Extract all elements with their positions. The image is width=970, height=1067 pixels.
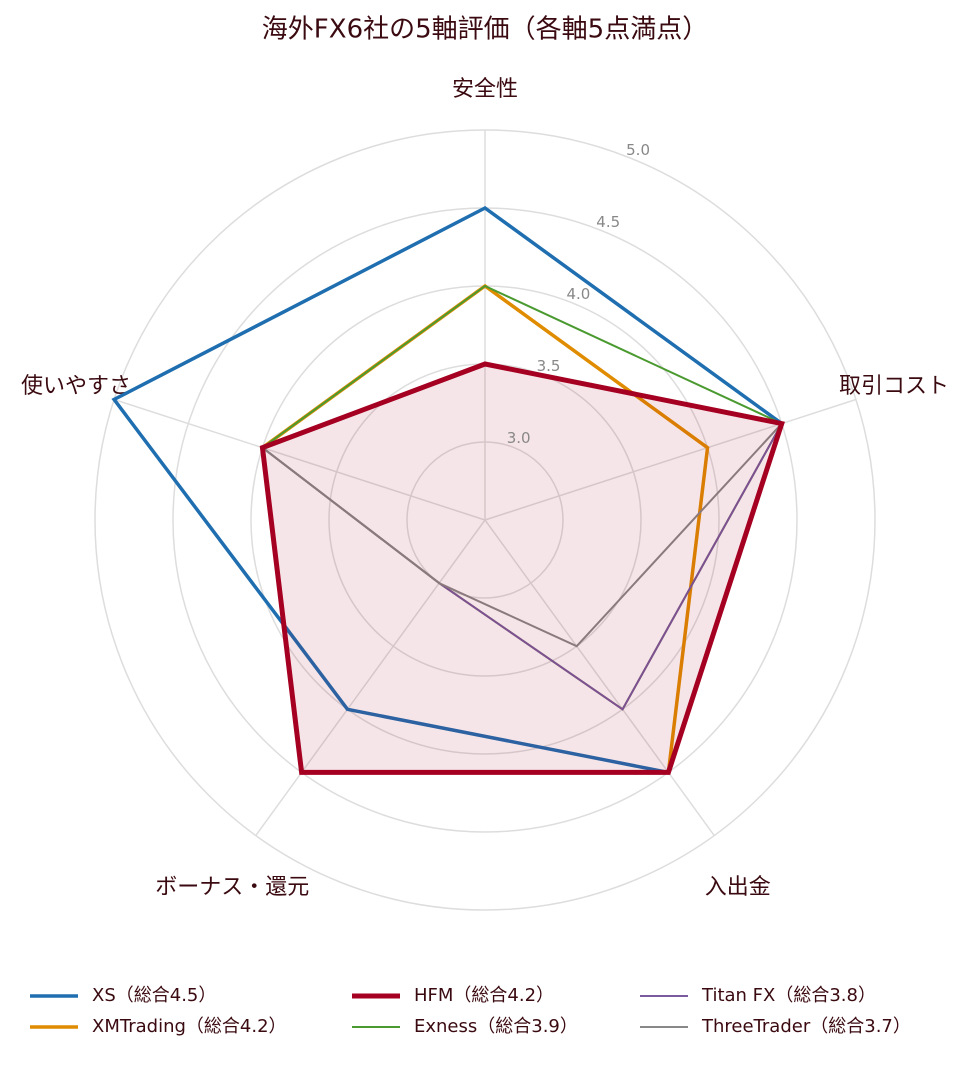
axis-label: 安全性 [452,77,518,102]
r-tick-label: 3.0 [507,429,531,447]
legend-label: XS（総合4.5） [92,985,216,1006]
legend-label: HFM（総合4.2） [414,985,554,1006]
series-line [259,361,785,775]
axis-label: 入出金 [705,875,771,900]
legend-label: Titan FX（総合3.8） [701,985,876,1006]
legend-label: ThreeTrader（総合3.7） [701,1016,911,1037]
axis-label: 取引コスト [839,374,949,399]
r-tick-label: 4.0 [566,285,590,303]
legend-label: Exness（総合3.9） [414,1016,578,1037]
axis-label: ボーナス・還元 [155,875,309,900]
series-line [111,205,784,775]
axis-label: 使いやすさ [21,374,131,399]
r-tick-label: 3.5 [537,357,561,375]
r-tick-label: 5.0 [626,141,650,159]
chart-title: 海外FX6社の5軸評価（各軸5点満点） [262,15,708,45]
spoke [484,398,857,521]
spoke [255,519,486,836]
r-tick-label: 4.5 [596,213,620,231]
legend-label: XMTrading（総合4.2） [92,1016,287,1037]
spoke [484,519,715,836]
spoke [113,398,486,521]
